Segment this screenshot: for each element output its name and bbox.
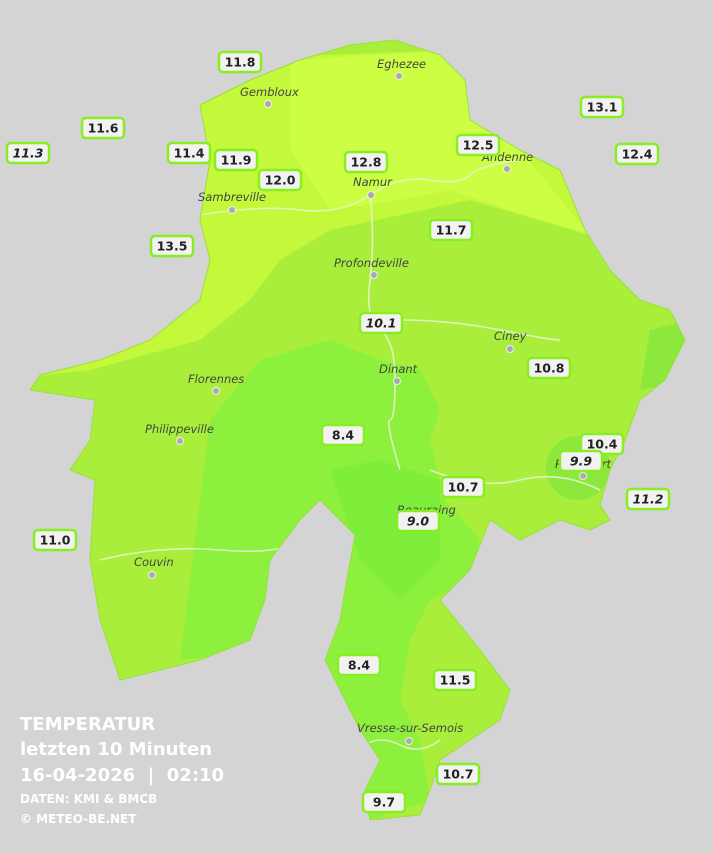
station-value: 11.7 — [436, 223, 467, 238]
station-box — [428, 218, 474, 242]
city-label: Vresse-sur-Semois — [357, 721, 463, 735]
city-dot — [264, 100, 272, 108]
city-label: Sambreville — [198, 190, 266, 204]
city-label: Florennes — [188, 372, 244, 386]
station-box — [625, 487, 671, 511]
station-box — [455, 133, 501, 157]
city-dot — [176, 437, 184, 445]
station-value: 10.8 — [534, 361, 565, 376]
station-box — [614, 142, 660, 166]
station-value: 11.2 — [633, 492, 664, 507]
station-box — [5, 141, 51, 165]
city-label: Philippeville — [145, 422, 214, 436]
station-value: 8.4 — [332, 428, 354, 443]
city-dot — [395, 72, 403, 80]
city-label: Gembloux — [240, 85, 299, 99]
city-label: Profondeville — [334, 256, 409, 270]
city-label: Dinant — [379, 362, 418, 376]
station-box — [361, 790, 407, 814]
station-value: 10.1 — [366, 316, 397, 331]
station-value: 11.6 — [88, 121, 119, 136]
station-box — [395, 509, 441, 533]
station-box — [257, 168, 303, 192]
station-value: 10.7 — [448, 480, 479, 495]
station-box — [149, 234, 195, 258]
legend-subtitle: letzten 10 Minuten — [20, 739, 212, 760]
city-dot — [579, 472, 587, 480]
legend-title: TEMPERATUR — [20, 714, 155, 735]
station-value: 10.4 — [587, 437, 618, 452]
station-box — [358, 311, 404, 335]
station-box — [336, 653, 382, 677]
station-value: 8.4 — [348, 658, 370, 673]
station-box — [166, 141, 212, 165]
station-box — [80, 116, 126, 140]
city-dot — [405, 737, 413, 745]
station-value: 11.0 — [40, 533, 71, 548]
legend-datetime: 16-04-2026 | 02:10 — [20, 765, 224, 786]
station-value: 9.0 — [407, 514, 429, 529]
city-dot — [148, 571, 156, 579]
station-value: 11.4 — [174, 146, 205, 161]
station-value: 9.7 — [373, 795, 395, 810]
city-dot — [212, 387, 220, 395]
station-box — [32, 528, 78, 552]
city-dot — [506, 345, 514, 353]
city-dot — [393, 377, 401, 385]
city-label: Eghezee — [377, 57, 426, 71]
station-box — [217, 50, 263, 74]
city-label: Ciney — [494, 329, 527, 343]
station-value: 10.7 — [443, 767, 474, 782]
station-value: 13.1 — [587, 100, 618, 115]
station-value: 11.3 — [13, 146, 44, 161]
station-box — [558, 449, 604, 473]
city-label: Couvin — [134, 555, 174, 569]
station-value: 11.8 — [225, 55, 256, 70]
station-value: 13.5 — [157, 239, 188, 254]
city-dot — [503, 165, 511, 173]
station-value: 11.9 — [221, 153, 252, 168]
station-box — [526, 356, 572, 380]
city-dot — [370, 271, 378, 279]
legend-source: DATEN: KMI & BMCB — [20, 792, 157, 806]
station-box — [435, 762, 481, 786]
station-box — [579, 95, 625, 119]
station-box — [440, 475, 486, 499]
legend-copyright: © METEO-BE.NET — [20, 812, 137, 826]
station-box — [343, 150, 389, 174]
station-value: 12.0 — [265, 173, 296, 188]
station-value: 12.4 — [622, 147, 653, 162]
city-dot — [367, 191, 375, 199]
station-value: 12.5 — [463, 138, 494, 153]
station-box — [213, 148, 259, 172]
city-label: Namur — [353, 175, 393, 189]
station-box — [320, 423, 366, 447]
city-dot — [228, 206, 236, 214]
station-box — [432, 668, 478, 692]
station-value: 12.8 — [351, 155, 382, 170]
station-value: 11.5 — [440, 673, 471, 688]
station-value: 9.9 — [570, 454, 592, 469]
